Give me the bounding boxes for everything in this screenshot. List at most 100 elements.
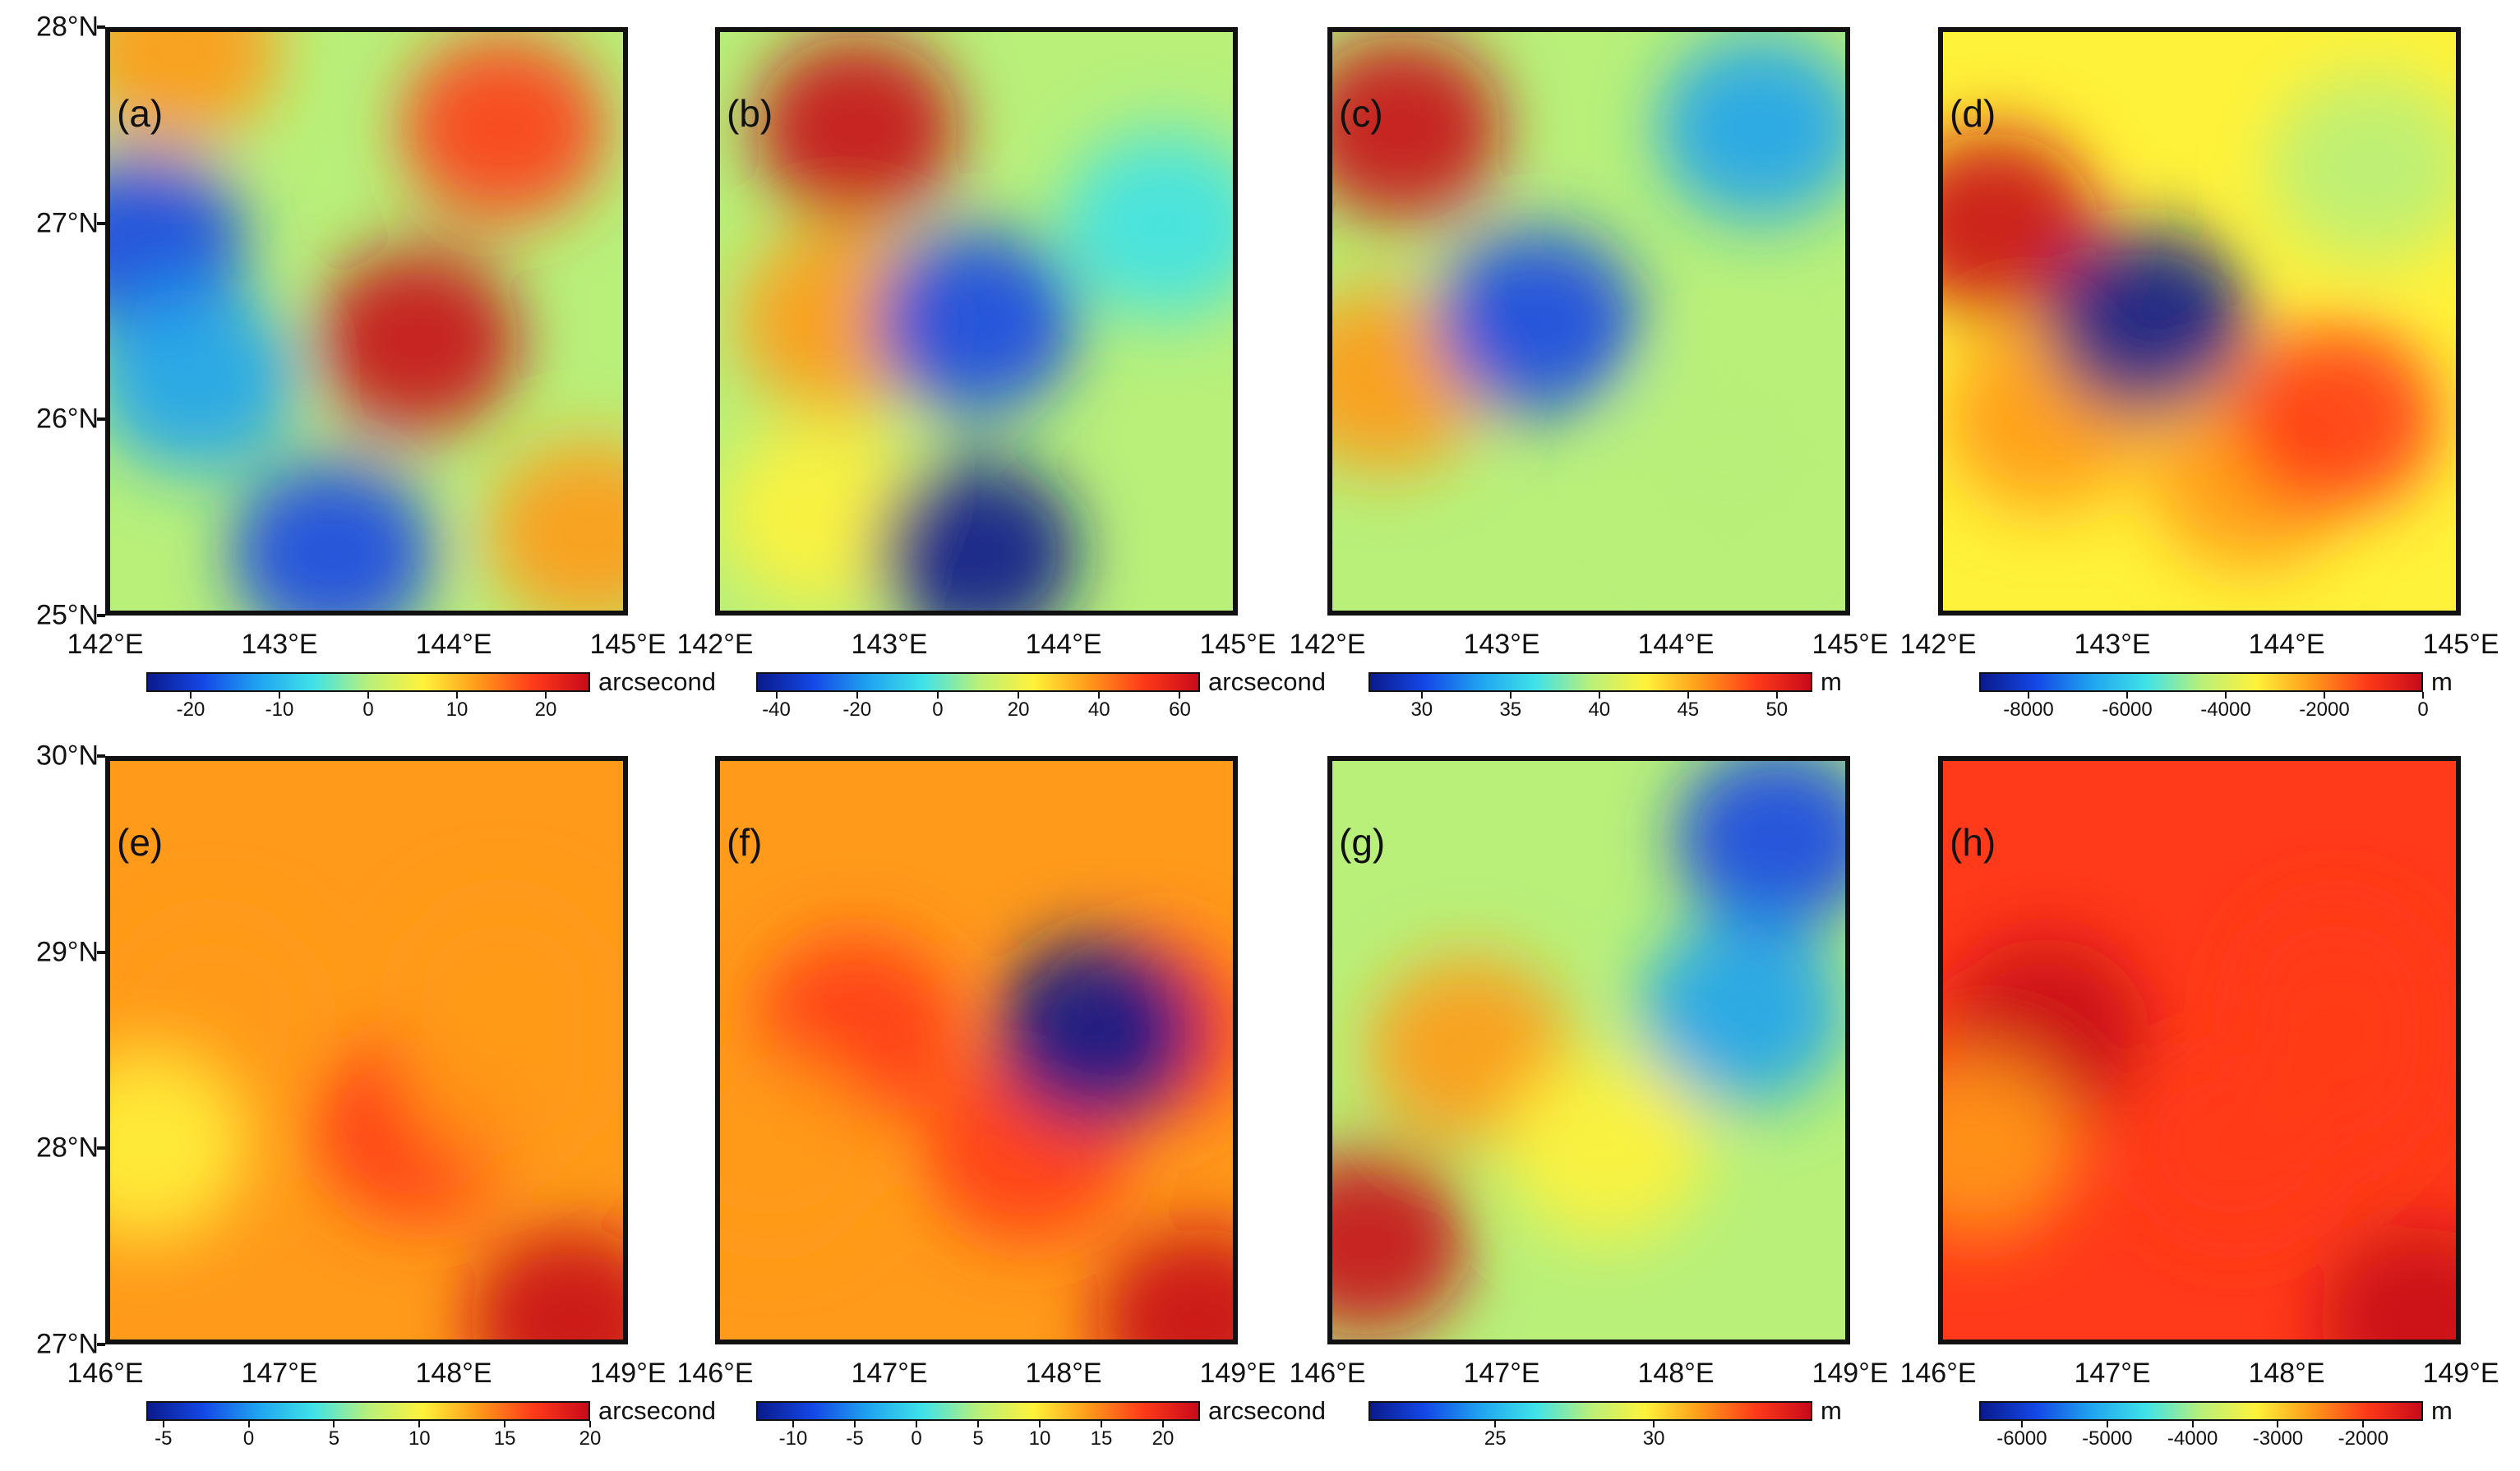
colorbar-unit: m <box>2431 1396 2453 1425</box>
heatmap-canvas <box>720 32 1233 611</box>
colorbar-unit: arcsecond <box>598 667 717 696</box>
map-panel: (g) <box>1327 756 1850 1344</box>
x-tick-label: 142°E <box>1289 629 1366 660</box>
x-tick-label: 145°E <box>2422 629 2499 660</box>
x-tick-label: 143°E <box>241 629 318 660</box>
colorbar-tick-mark <box>1494 1421 1497 1427</box>
colorbar-tick-label: -6000 <box>1996 1427 2047 1450</box>
colorbar-tick-mark <box>1653 1421 1655 1427</box>
heatmap-blob <box>1332 1151 1470 1336</box>
colorbar-tick-label: -40 <box>762 699 791 721</box>
map-panel: (c) <box>1327 27 1850 616</box>
colorbar-tick-label: 25 <box>1484 1427 1507 1450</box>
colorbar-tick-label: 15 <box>493 1427 516 1450</box>
colorbar-tick-mark <box>977 1421 979 1427</box>
y-tick-label: 25°N <box>36 599 99 631</box>
colorbar-tick-label: -8000 <box>2003 699 2054 721</box>
colorbar-tick-mark <box>2191 1421 2194 1427</box>
x-tick-label: 147°E <box>1463 1358 1540 1389</box>
colorbar-tick-mark <box>1098 692 1101 699</box>
colorbar-tick-mark <box>854 1421 856 1427</box>
colorbar-unit: m <box>1821 667 1842 696</box>
colorbar-tick-label: -3000 <box>2252 1427 2304 1450</box>
colorbar-tick-mark <box>190 692 192 699</box>
x-tick-label: 149°E <box>589 1358 667 1389</box>
map-panel: (d) <box>1938 27 2461 616</box>
colorbar-tick-label: -5000 <box>2082 1427 2133 1450</box>
y-tick-mark <box>97 1146 105 1151</box>
colorbar-tick-mark <box>367 692 369 699</box>
colorbar-tick-label: 20 <box>579 1427 602 1450</box>
colorbar <box>146 672 590 692</box>
map-panel: (h) <box>1938 756 2461 1344</box>
heatmap-blob <box>1674 761 1845 931</box>
panel-label: (h) <box>1950 821 1996 864</box>
colorbar-tick-label: 0 <box>2417 699 2429 721</box>
heatmap-blob <box>110 32 281 145</box>
colorbar-tick-mark <box>792 1421 794 1427</box>
colorbar <box>1979 672 2423 692</box>
map-panel: (f) <box>715 756 1238 1344</box>
colorbar-tick-label: 5 <box>972 1427 984 1450</box>
colorbar-tick-label: -4000 <box>2200 699 2251 721</box>
colorbar-tick-mark <box>2106 1421 2108 1427</box>
heatmap-canvas <box>110 761 623 1340</box>
map-panel: (b) <box>715 27 1238 616</box>
colorbar-tick-mark <box>2126 692 2128 699</box>
heatmap-blob <box>2319 1227 2456 1340</box>
colorbar-tick-mark <box>279 692 280 699</box>
colorbar-tick-mark <box>1509 692 1512 699</box>
y-tick-mark <box>97 614 105 617</box>
colorbar-tick-label: 15 <box>1090 1427 1113 1450</box>
x-tick-label: 144°E <box>1025 629 1102 660</box>
y-tick-mark <box>97 754 105 758</box>
heatmap-canvas <box>1943 32 2456 611</box>
heatmap-blob <box>1943 132 2098 318</box>
heatmap-blob <box>1657 35 1845 221</box>
x-tick-label: 146°E <box>1289 1358 1366 1389</box>
colorbar-tick-mark <box>247 1421 250 1427</box>
heatmap-blob <box>874 459 1079 611</box>
colorbar-tick-mark <box>589 1421 591 1427</box>
heatmap-blob <box>2233 325 2439 510</box>
colorbar-tick-label: 40 <box>1588 699 1611 721</box>
colorbar-tick-label: 0 <box>911 1427 922 1450</box>
colorbar-tick-label: 0 <box>362 699 374 721</box>
colorbar-tick-mark <box>418 1421 421 1427</box>
x-tick-label: 143°E <box>851 629 928 660</box>
colorbar-tick-mark <box>936 692 939 699</box>
heatmap-blob <box>1062 132 1233 318</box>
colorbar-unit: arcsecond <box>598 1396 717 1425</box>
x-tick-label: 144°E <box>2248 629 2325 660</box>
heatmap-canvas <box>1332 32 1845 611</box>
x-tick-label: 146°E <box>67 1358 144 1389</box>
colorbar-tick-label: 50 <box>1765 699 1788 721</box>
heatmap-canvas <box>720 761 1233 1340</box>
colorbar-tick-mark <box>2422 692 2424 699</box>
panel-label: (e) <box>117 821 164 864</box>
y-tick-mark <box>97 221 105 225</box>
x-tick-label: 145°E <box>1812 629 1889 660</box>
colorbar <box>756 1401 1200 1421</box>
y-tick-label: 27°N <box>36 207 99 239</box>
y-tick-label: 28°N <box>36 11 99 43</box>
colorbar-tick-label: 20 <box>1007 699 1030 721</box>
colorbar-tick-label: 30 <box>1642 1427 1665 1450</box>
colorbar-unit: arcsecond <box>1208 667 1327 696</box>
heatmap-blob <box>993 938 1199 1124</box>
colorbar-tick-label: 20 <box>1152 1427 1175 1450</box>
panel-label: (a) <box>117 92 164 135</box>
colorbar-unit: m <box>2431 667 2453 696</box>
colorbar-tick-label: 60 <box>1169 699 1191 721</box>
colorbar-tick-label: 5 <box>328 1427 340 1450</box>
heatmap-blob <box>1943 1054 2080 1239</box>
heatmap-blob <box>110 1054 247 1239</box>
colorbar-tick-mark <box>504 1421 506 1427</box>
colorbar-tick-label: -2000 <box>2338 1427 2388 1450</box>
colorbar-tick-label: -5 <box>155 1427 173 1450</box>
colorbar-tick-mark <box>456 692 458 699</box>
heatmap-blob <box>110 286 298 473</box>
colorbar-tick-label: 0 <box>242 1427 255 1450</box>
colorbar-tick-mark <box>1775 692 1778 699</box>
colorbar-tick-mark <box>775 692 778 699</box>
